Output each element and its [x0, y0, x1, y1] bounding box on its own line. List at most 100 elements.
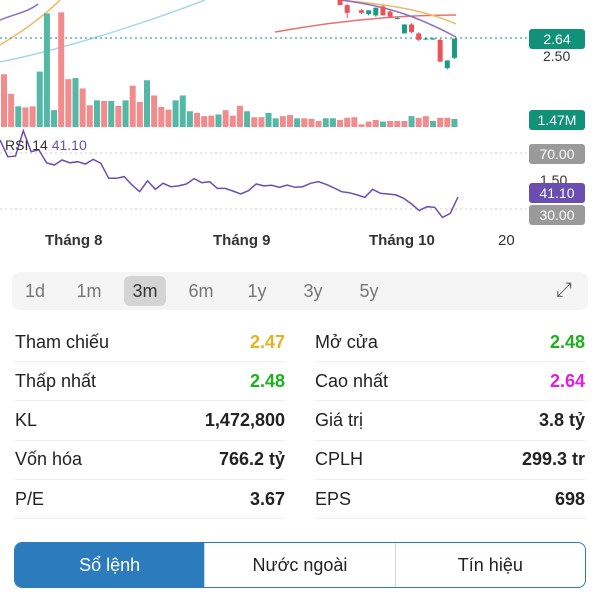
tab-6m[interactable]: 6m	[188, 281, 214, 301]
volume-bar	[15, 106, 22, 127]
rsi-30-badge: 30.00	[529, 205, 585, 225]
volume-bar	[265, 112, 272, 127]
rsi-legend-value: 41.10	[51, 137, 87, 153]
stat-row: P/E 3.67	[15, 480, 285, 520]
volume-bar	[179, 95, 186, 127]
volume-bar	[329, 118, 336, 127]
stat-row: Mở cửa 2.48	[315, 323, 585, 362]
volume-bar	[58, 12, 65, 127]
volume-bar	[194, 112, 201, 127]
tab-1y[interactable]: 1y	[247, 281, 267, 301]
volume-bar	[229, 115, 236, 127]
volume-bar	[315, 121, 322, 127]
volume-bar	[287, 115, 293, 127]
volume-bar	[258, 117, 265, 127]
stat-value: 2.48	[549, 331, 585, 352]
volume-bar	[365, 121, 372, 127]
tab-1d[interactable]: 1d	[24, 281, 46, 301]
volume-bar	[308, 118, 315, 127]
moving-average-lines	[0, 0, 457, 63]
volume-bar	[43, 13, 50, 128]
tab-3y[interactable]: 3y	[303, 281, 323, 301]
rsi-name: RSI 14	[5, 137, 48, 153]
candle	[444, 60, 450, 70]
volume-bar	[1, 74, 7, 127]
timeframe-tabs: 1d 1m 3m 6m 1y 3y 5y ⤢	[12, 272, 588, 310]
volume-bar	[430, 121, 436, 127]
candle	[394, 16, 400, 20]
candle	[423, 37, 429, 40]
volume-badge: 1.47M	[529, 110, 585, 130]
volume-bar	[65, 79, 72, 127]
volume-bar	[8, 93, 15, 127]
tab-1m[interactable]: 1m	[76, 281, 102, 301]
segment-foreign[interactable]: Nước ngoài	[204, 543, 394, 587]
stat-row: Thấp nhất 2.48	[15, 362, 285, 402]
volume-bar	[451, 119, 458, 127]
volume-bar	[244, 111, 251, 127]
volume-bar	[401, 121, 408, 127]
stat-value: 3.67	[249, 488, 285, 509]
volume-bar	[165, 109, 172, 127]
volume-bar	[272, 118, 279, 127]
candle	[437, 38, 443, 62]
x-label-sep: Tháng 9	[213, 232, 271, 249]
volume-bar	[144, 80, 150, 127]
volume-bar	[351, 117, 358, 127]
rsi-legend: RSI 14 41.10	[5, 137, 87, 153]
volume-bar	[344, 117, 351, 127]
rsi-line	[0, 128, 459, 219]
volume-bar	[236, 105, 243, 127]
volume-bar	[101, 100, 108, 127]
stat-value: 3.8 tỷ	[538, 410, 585, 431]
segment-order-book[interactable]: Sổ lệnh	[15, 543, 205, 587]
segment-signals[interactable]: Tín hiệu	[394, 543, 585, 587]
stat-value: 2.47	[249, 331, 285, 352]
candle	[430, 37, 436, 40]
volume-bar	[108, 100, 115, 127]
x-label-aug: Tháng 8	[45, 232, 103, 249]
volume-bar	[437, 117, 444, 127]
volume-bar	[251, 117, 258, 127]
candle	[373, 7, 379, 17]
candle	[380, 5, 386, 16]
stat-value: 299.3 tr	[521, 449, 585, 470]
tab-5y[interactable]: 5y	[359, 281, 379, 301]
x-label-20: 20	[498, 232, 515, 249]
volume-bar	[379, 121, 386, 127]
stat-row: Giá trị 3.8 tỷ	[315, 402, 585, 441]
volume-bar	[322, 118, 329, 127]
stat-row: Vốn hóa 766.2 tỷ	[15, 441, 285, 480]
stat-label: EPS	[315, 488, 352, 509]
tab-3m[interactable]: 3m	[124, 276, 166, 306]
price-chart[interactable]	[0, 0, 600, 230]
volume-bar	[444, 117, 451, 127]
stat-row: Tham chiếu 2.47	[15, 323, 285, 362]
volume-bar	[129, 85, 136, 127]
volume-bar	[208, 115, 215, 127]
volume-bar	[172, 100, 179, 127]
volume-bar	[29, 106, 36, 127]
candle	[451, 38, 457, 60]
stat-row: EPS 698	[315, 480, 585, 520]
stat-label: Vốn hóa	[15, 449, 83, 470]
volume-bar	[86, 105, 93, 127]
volume-bar	[79, 88, 86, 127]
stat-value: 1,472,800	[204, 410, 285, 431]
volume-bar	[201, 116, 208, 127]
volume-bar	[215, 114, 222, 127]
volume-bar	[394, 121, 401, 127]
candle	[416, 32, 422, 42]
volume-bar	[186, 111, 193, 127]
candle	[409, 23, 415, 34]
stat-label: Cao nhất	[315, 370, 389, 391]
volume-bar	[222, 110, 229, 127]
volume-bars	[1, 12, 458, 128]
expand-icon[interactable]: ⤢	[556, 279, 572, 301]
volume-bar	[358, 124, 365, 127]
stat-value: 2.48	[249, 370, 285, 391]
stat-label: CPLH	[315, 449, 364, 470]
volume-bar	[158, 106, 165, 127]
stat-value: 2.64	[549, 370, 585, 391]
price-level-label: 2.50	[543, 48, 571, 64]
